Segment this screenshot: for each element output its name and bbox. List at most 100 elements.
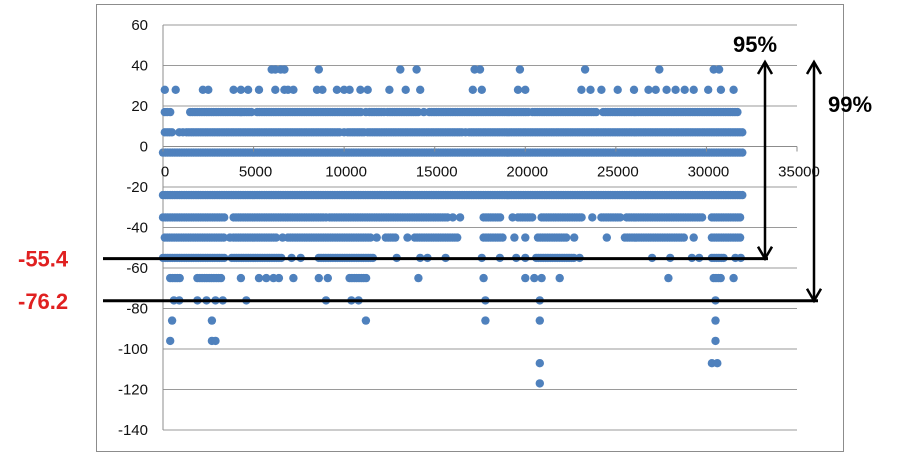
arrow-head-down	[805, 288, 823, 304]
x-tick-label: 20000	[506, 164, 548, 181]
data-point	[515, 65, 525, 74]
data-point	[555, 273, 564, 283]
data-point	[254, 85, 264, 95]
data-point	[711, 336, 720, 346]
data-point	[689, 85, 698, 95]
data-point	[236, 273, 246, 283]
y-tick-label: -140	[118, 422, 148, 439]
data-point	[577, 85, 586, 95]
y-tick-label: 60	[131, 17, 148, 34]
data-point	[495, 213, 505, 222]
x-axis	[162, 146, 798, 152]
data-point	[616, 213, 625, 222]
data-point	[651, 85, 660, 95]
y-tick-label: 0	[140, 139, 148, 156]
data-point	[570, 233, 579, 242]
x-tick-label: 35000	[778, 164, 820, 181]
data-point	[396, 65, 405, 74]
data-point	[535, 359, 544, 368]
arrow-head-down	[756, 246, 774, 262]
data-point	[613, 85, 622, 95]
arrow-head-up	[756, 59, 774, 75]
data-point	[510, 233, 519, 242]
x-tick-labels: 0 5000 10000 15000 20000 25000 30000 35000	[161, 164, 820, 181]
data-point	[591, 107, 601, 117]
data-point	[419, 107, 428, 117]
data-point	[401, 85, 410, 95]
data-point	[644, 85, 653, 95]
data-point	[372, 233, 381, 242]
data-point	[366, 233, 375, 242]
data-point	[361, 273, 371, 283]
data-point	[314, 65, 323, 74]
data-point	[274, 273, 284, 283]
data-point	[729, 85, 738, 95]
data-point	[323, 273, 332, 283]
data-points	[158, 65, 747, 388]
x-tick-label: 15000	[416, 164, 458, 181]
data-point	[716, 273, 725, 283]
data-point	[498, 233, 507, 242]
data-point	[289, 85, 298, 95]
data-point	[171, 85, 180, 95]
data-point	[314, 273, 323, 283]
data-point	[714, 65, 724, 74]
data-point	[508, 213, 517, 222]
data-point	[363, 85, 372, 95]
data-point	[229, 85, 238, 95]
data-point	[345, 85, 354, 95]
data-point	[339, 128, 349, 137]
data-point	[271, 85, 280, 95]
data-point	[602, 233, 611, 242]
data-point	[247, 107, 256, 117]
data-point	[211, 336, 220, 346]
x-tick-label: 10000	[325, 164, 367, 181]
data-point	[412, 65, 421, 74]
data-point	[577, 213, 586, 222]
y-tick-label: 40	[131, 58, 148, 75]
data-point	[167, 316, 177, 325]
data-point	[414, 273, 423, 283]
data-point	[716, 85, 726, 95]
data-point	[318, 85, 327, 95]
data-point	[262, 273, 271, 283]
data-point	[586, 85, 595, 95]
bracket-99-arrow	[805, 59, 823, 304]
data-point	[588, 213, 597, 222]
data-point	[562, 233, 571, 242]
x-tick-label: 5000	[239, 164, 272, 181]
data-point	[167, 128, 177, 137]
data-point	[289, 273, 298, 283]
data-point	[178, 128, 188, 137]
data-point	[680, 85, 689, 95]
data-point	[580, 65, 590, 74]
data-point	[219, 233, 228, 242]
data-point	[359, 128, 369, 137]
data-point	[477, 85, 486, 95]
y-tick-label: 20	[131, 98, 148, 115]
data-point	[738, 190, 747, 200]
data-point	[664, 273, 673, 283]
data-point	[729, 273, 738, 283]
data-point	[738, 128, 747, 137]
y-tick-label: -100	[118, 341, 148, 358]
data-point	[655, 65, 664, 74]
data-point	[236, 85, 246, 95]
data-point	[236, 107, 246, 117]
annotations: -55.4 -76.2 95% 99%	[18, 32, 872, 314]
data-point	[530, 273, 539, 283]
data-point	[271, 233, 281, 242]
data-point	[481, 316, 490, 325]
data-point	[455, 213, 465, 222]
data-point	[175, 273, 184, 283]
data-point	[204, 85, 213, 95]
data-point	[475, 65, 485, 74]
data-point	[243, 85, 253, 95]
data-point	[697, 213, 707, 222]
bracket-95-label: 95%	[733, 32, 777, 57]
data-point	[225, 233, 235, 242]
data-point	[733, 107, 742, 117]
data-point	[254, 273, 264, 283]
data-point	[521, 273, 530, 283]
